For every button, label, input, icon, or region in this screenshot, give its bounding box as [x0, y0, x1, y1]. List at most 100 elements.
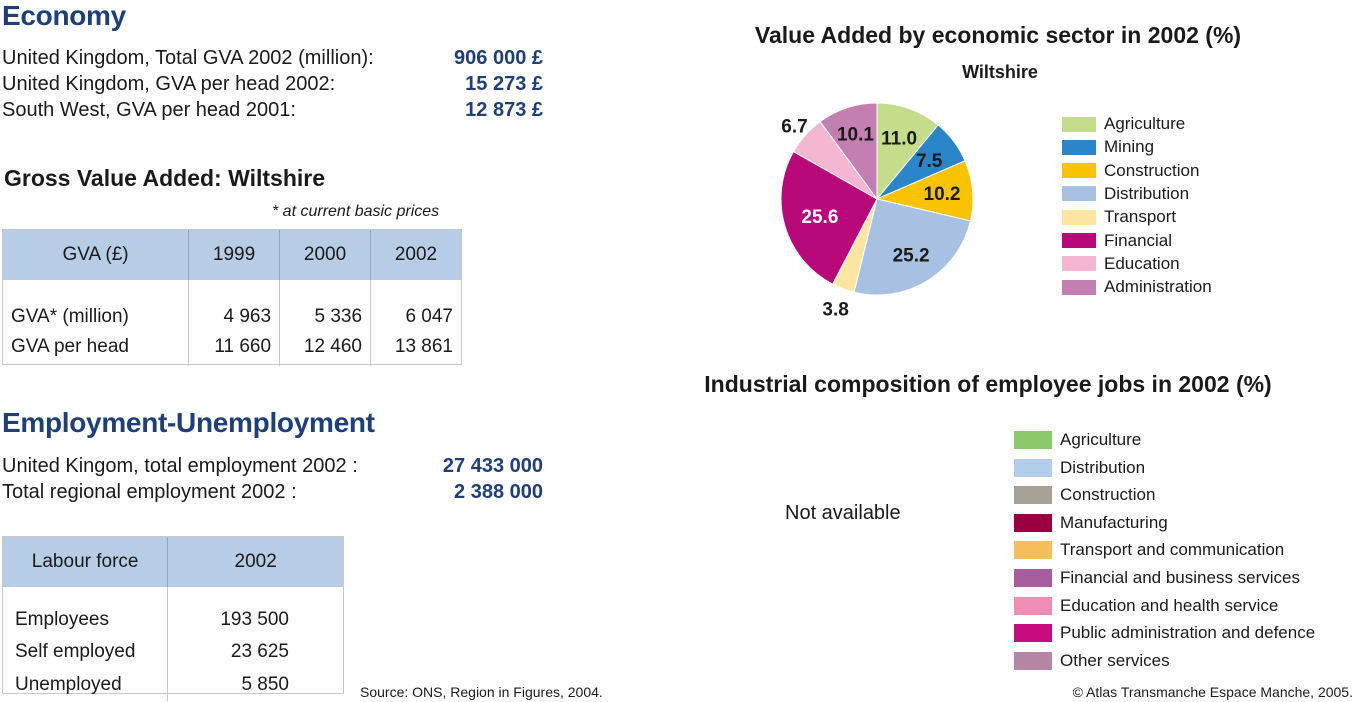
legend-label: Agriculture	[1060, 430, 1142, 449]
legend-swatch	[1014, 513, 1052, 532]
gva-heading: Gross Value Added: Wiltshire	[4, 165, 326, 191]
table-cell: GVA per head	[3, 334, 190, 366]
table-cell: 23 625	[230, 640, 289, 662]
jobs-chart-status: Not available	[785, 502, 901, 524]
legend-swatch	[1062, 209, 1096, 225]
table-header-row: GVA (£) 1999 2000 2002	[3, 230, 461, 280]
pie-data-label: 25.2	[893, 246, 930, 267]
economy-row-label: United Kingdom, Total GVA 2002 (million)…	[2, 47, 374, 69]
pie-slice-agriculture	[876, 102, 939, 201]
legend-label: Education	[1104, 253, 1180, 273]
employment-row-label: United Kingom, total employment 2002 :	[2, 455, 358, 477]
table-cell: GVA* (million)	[3, 280, 190, 334]
employment-row-label: Total regional employment 2002 :	[2, 481, 297, 503]
pie-legend-item: Agriculture	[1062, 114, 1185, 134]
table-row: Employees 193 500	[3, 587, 343, 635]
gva-table: GVA (£) 1999 2000 2002 GVA* (million) 4 …	[3, 230, 461, 366]
jobs-legend-item: Construction	[1014, 485, 1155, 505]
table-cell: 6 047	[405, 306, 453, 327]
gva-note: * at current basic prices	[272, 203, 440, 220]
legend-label: Other services	[1060, 650, 1170, 670]
pie-data-label: 3.8	[822, 300, 848, 321]
table-row: Self employed 23 625	[3, 635, 343, 668]
table-cell: 13 861	[394, 336, 453, 357]
pie-chart-subtitle: Wiltshire	[962, 62, 1038, 82]
economy-heading: Economy	[2, 0, 126, 31]
legend-swatch	[1014, 458, 1052, 477]
table-header-row: Labour force 2002	[3, 537, 343, 587]
legend-label: Financial and business services	[1060, 568, 1301, 587]
legend-label: Public administration and defence	[1060, 623, 1316, 643]
table-cell: 12 460	[279, 334, 372, 366]
table-cell: 193 500	[220, 609, 289, 630]
column-header: GVA (£)	[3, 230, 190, 280]
column-header: 2000	[279, 230, 372, 280]
employment-row-value: 27 433 000	[442, 455, 543, 477]
table-cell: 11 660	[188, 334, 281, 366]
legend-swatch	[1062, 186, 1096, 202]
copyright-note: © Atlas Transmanche Espace Manche, 2005.	[1072, 684, 1353, 700]
pie-legend-item: Mining	[1062, 137, 1154, 157]
legend-swatch	[1062, 256, 1096, 272]
pie-chart-title: Value Added by economic sector in 2002 (…	[754, 22, 1242, 48]
legend-swatch	[1014, 431, 1052, 449]
jobs-legend-item: Other services	[1014, 651, 1170, 671]
table-row: Unemployed 5 850	[3, 668, 343, 701]
legend-swatch	[1062, 116, 1096, 132]
legend-label: Construction	[1104, 160, 1200, 180]
employment-heading: Employment-Unemployment	[2, 407, 375, 438]
legend-swatch	[1062, 279, 1096, 295]
pie-data-label: 11.0	[881, 129, 917, 150]
legend-label: Education and health service	[1060, 595, 1279, 615]
table-cell: 5 850	[241, 673, 289, 695]
jobs-legend-item: Financial and business services	[1014, 568, 1300, 588]
jobs-legend-item: Manufacturing	[1014, 513, 1168, 533]
jobs-legend-item: Transport and communication	[1014, 540, 1284, 560]
legend-swatch	[1062, 139, 1096, 155]
table-cell: Employees	[3, 587, 169, 635]
legend-label: Transport	[1104, 207, 1177, 227]
legend-label: Financial	[1104, 230, 1173, 250]
pie-data-label: 25.6	[801, 207, 838, 228]
legend-swatch	[1014, 596, 1052, 615]
jobs-chart-title: Industrial composition of employee jobs …	[704, 371, 1272, 397]
column-header: Labour force	[3, 537, 169, 587]
source-note: Source: ONS, Region in Figures, 2004.	[360, 684, 603, 700]
pie-legend-item: Education	[1062, 254, 1180, 274]
legend-label: Distribution	[1060, 457, 1146, 477]
labour-table: Labour force 2002 Employees 193 500 Self…	[3, 537, 343, 701]
pie-legend-item: Transport	[1062, 207, 1176, 227]
economy-row-label: South West, GVA per head 2001:	[2, 99, 296, 121]
economy-row-value: 12 873 £	[465, 99, 543, 121]
pie-legend-item: Distribution	[1062, 184, 1189, 204]
employment-row-value: 2 388 000	[454, 481, 543, 503]
pie-data-label: 7.5	[916, 151, 943, 172]
jobs-legend-item: Public administration and defence	[1014, 623, 1315, 643]
column-header: 1999	[188, 230, 281, 280]
legend-swatch	[1014, 541, 1052, 560]
legend-label: Manufacturing	[1060, 512, 1168, 532]
column-header: 2002	[370, 230, 461, 280]
legend-swatch	[1014, 651, 1052, 670]
economy-row-value: 15 273 £	[465, 73, 543, 95]
pie-slice-distribution	[853, 198, 972, 296]
jobs-legend-item: Agriculture	[1014, 430, 1141, 450]
column-header: 2002	[167, 537, 343, 587]
pie-data-label: 10.2	[924, 184, 961, 205]
pie-slice-financial	[780, 150, 878, 285]
table-cell: 5 336	[279, 280, 372, 334]
legend-label: Administration	[1104, 277, 1212, 297]
economy-row-value: 906 000 £	[454, 47, 543, 69]
pie-chart: 11.07.5 10.2 25.2 3.8 25.6 6.7 10.1	[780, 102, 974, 321]
table-cell: 4 963	[188, 280, 281, 334]
pie-legend-item: Administration	[1062, 277, 1212, 297]
pie-labels: 11.07.5 10.2 25.2 3.8 25.6 6.7 10.1	[781, 117, 960, 321]
jobs-legend-item: Education and health service	[1014, 596, 1278, 616]
table-cell: Unemployed	[3, 668, 169, 701]
pie-legend-item: Financial	[1062, 231, 1172, 251]
legend-label: Distribution	[1104, 183, 1190, 203]
legend-swatch	[1014, 569, 1052, 587]
legend-swatch	[1014, 486, 1052, 505]
jobs-legend-item: Distribution	[1014, 458, 1145, 478]
pie-slice-administration	[819, 102, 878, 201]
